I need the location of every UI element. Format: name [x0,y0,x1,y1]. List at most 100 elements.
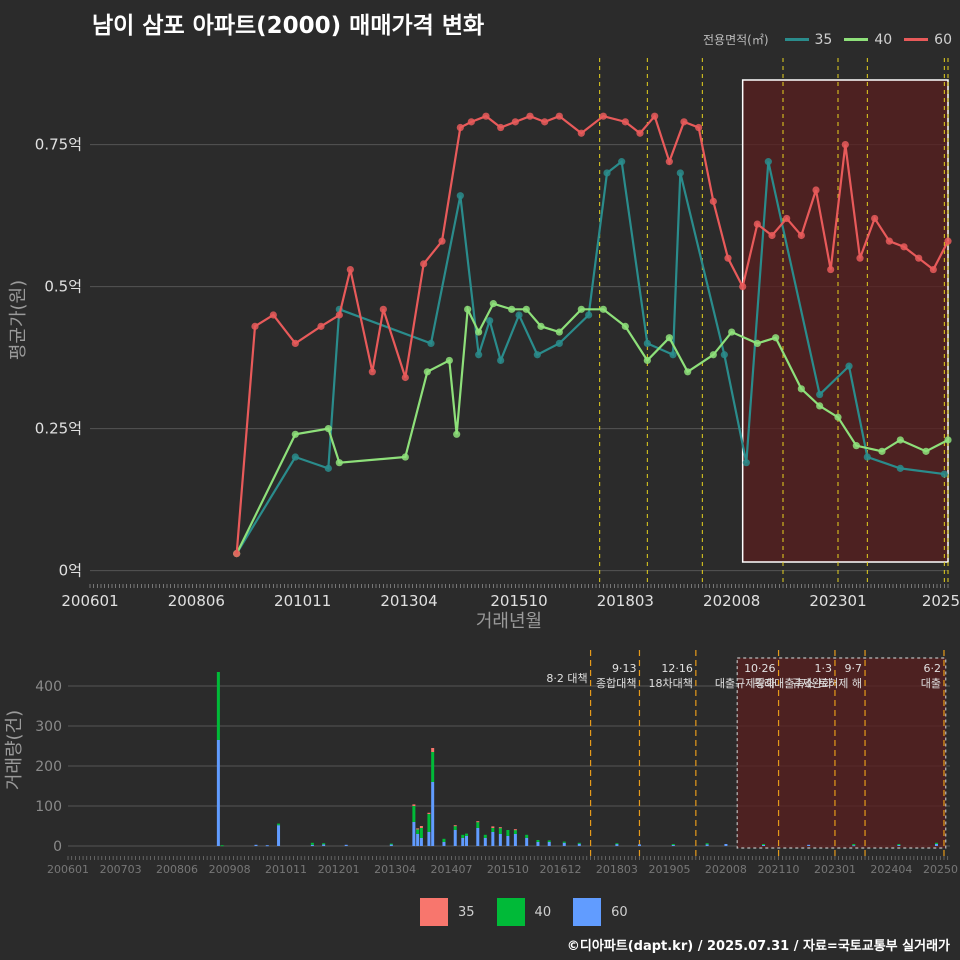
price-y-tick-label: 0.25억 [35,420,82,438]
volume-x-tick-label: 201011 [265,863,307,876]
volume-legend-label-40: 40 [534,904,552,920]
volume-bar-60 [498,834,502,846]
price-point-40 [508,305,516,313]
price-point-40 [728,328,736,336]
price-point-40 [599,305,607,313]
price-point-60 [944,237,952,245]
price-point-35 [816,390,824,399]
volume-bar-60 [807,844,811,846]
volume-annotation-label: 1·3 [814,662,832,675]
volume-bar-60 [322,844,326,846]
volume-bar-40 [419,828,423,838]
price-point-40 [797,385,805,393]
volume-bar-60 [547,842,551,846]
legend-label-35: 35 [814,31,833,48]
price-point-35 [669,351,677,359]
price-point-40 [944,436,952,444]
volume-annotation-label: 특례대출축소 토허제 해 [754,676,862,690]
volume-annotation-label: 9·7 [845,662,863,675]
volume-bar-40 [491,828,495,832]
price-point-60 [885,237,893,245]
volume-legend: 35 40 60 [420,898,650,926]
volume-bar-35 [412,804,416,806]
price-point-60 [577,129,585,137]
price-point-60 [541,118,549,126]
price-point-40 [555,328,563,336]
price-point-60 [379,305,387,313]
volume-bar-40 [322,843,326,845]
price-point-40 [753,339,761,348]
price-point-35 [291,453,299,461]
volume-y-tick-label: 0 [53,839,62,855]
volume-bar-35 [431,748,435,752]
volume-annotation-label: 18차대책 [648,677,692,690]
price-point-40 [643,356,651,365]
volume-bar-60 [453,830,457,846]
volume-bar-60 [671,844,675,846]
price-point-35 [764,158,772,166]
volume-bar-35 [476,821,480,823]
volume-bar-60 [412,822,416,846]
volume-bar-60 [491,832,495,846]
price-point-60 [739,282,747,291]
price-point-40 [475,328,483,336]
price-x-tick-label: 200601 [61,592,118,610]
volume-bar-60 [389,844,393,846]
volume-x-tick-label: 201201 [318,863,360,876]
volume-legend-swatch-60 [573,898,602,926]
price-point-60 [900,243,908,251]
volume-bar-35 [491,826,495,828]
price-point-60 [555,112,563,120]
price-point-35 [475,351,483,359]
price-point-35 [427,339,435,348]
price-point-40 [522,305,530,313]
volume-bar-40 [934,842,938,844]
price-point-40 [291,430,299,438]
price-point-40 [423,368,431,376]
volume-bar-35 [498,827,502,829]
volume-x-tick-label: 200601 [47,863,89,876]
volume-bar-60 [427,832,431,846]
volume-bar-40 [431,752,435,782]
price-point-40 [684,368,692,376]
volume-bar-40 [498,828,502,834]
volume-bar-40 [412,806,416,822]
price-point-60 [753,220,761,228]
price-x-tick-label: 202008 [703,592,760,610]
price-point-60 [497,123,505,132]
price-point-35 [497,356,505,365]
price-point-40 [401,453,409,461]
price-y-tick-label: 0억 [59,562,82,580]
price-point-60 [251,322,259,330]
price-point-60 [467,118,475,126]
volume-bar-60 [562,842,566,846]
price-x-tick-label: 201803 [597,592,654,610]
volume-legend-item-35: 35 [420,898,475,926]
volume-x-tick-label: 200703 [100,863,142,876]
volume-bar-60 [513,834,517,846]
price-point-35 [533,351,541,359]
volume-bar-60 [577,843,581,846]
volume-bar-60 [897,844,901,846]
chart-title: 남이 삼포 아파트(2000) 매매가격 변화 [92,13,485,39]
price-point-40 [709,351,717,359]
price-point-60 [841,140,849,149]
volume-bar-40 [897,844,901,845]
price-point-35 [720,351,728,359]
volume-bar-40 [705,843,709,845]
price-x-tick-label: 201510 [490,592,547,610]
volume-x-tick-label: 202110 [758,863,800,876]
volume-bar-35 [419,826,423,828]
volume-bar-40 [762,844,766,845]
price-point-60 [695,123,703,132]
price-point-60 [665,158,673,166]
price-series-line-35 [235,159,945,555]
price-point-60 [768,231,776,240]
volume-legend-item-40: 40 [496,898,552,926]
price-point-60 [482,112,490,120]
price-point-60 [317,322,325,330]
volume-bar-chart: 0 100 200 300 400 8·2 대책 9·13 종합대책 12·16 18차대책 10·… [4,650,958,876]
price-point-60 [511,118,519,126]
volume-bar-60 [476,828,480,846]
